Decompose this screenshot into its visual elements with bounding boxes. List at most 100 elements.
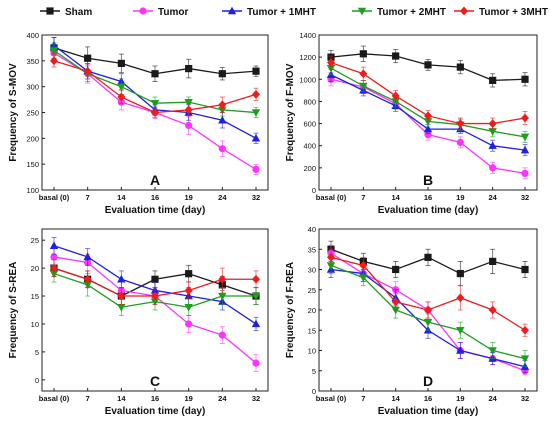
data-point [117,59,125,68]
data-point [424,61,432,69]
data-point [489,257,497,265]
data-point [424,131,432,139]
y-tick-label: 800 [303,97,316,106]
data-point [456,269,464,278]
x-tick-label: 19 [456,394,464,403]
y-tick-label: 350 [26,57,39,66]
data-point [251,133,261,142]
data-point [252,359,260,367]
panel-letter: D [423,373,433,389]
data-point [185,320,193,328]
x-tick-label: basal (0) [316,193,347,202]
y-tick-label: 1200 [299,53,316,62]
data-point [456,119,465,128]
series-tumor-2mht [326,256,530,368]
data-point [83,66,92,76]
data-point [151,108,159,117]
x-axis-label: Evaluation time (day) [105,406,206,417]
x-tick-label: 32 [521,394,529,403]
data-point [151,275,159,283]
data-point [359,50,367,58]
data-point [489,164,497,172]
y-tick-label: 15 [31,292,39,301]
y-tick-label: 20 [308,306,316,315]
data-point [521,113,529,123]
data-point [521,265,529,274]
y-tick-label: 40 [308,225,316,234]
legend-item-tumor-3mht: Tumor + 3MHT [454,6,548,18]
data-point [359,69,368,79]
data-point [456,138,464,146]
y-tick-label: 20 [31,264,39,273]
data-point [326,262,336,270]
panel-c: 0 5 10 15 20 25 basal (0) 7 14 16 19 24 32 Evaluation… [8,228,269,417]
data-point [391,297,400,307]
legend-label: Tumor + 1MHT [247,7,316,18]
data-point [424,305,432,315]
legend-marker [46,7,54,15]
x-tick-label: 14 [117,394,126,403]
y-axis-label: Frequency of S-MOV [8,63,19,162]
x-axis-label: Evaluation time (day) [378,205,479,216]
data-point [49,47,59,55]
y-tick-label: 200 [26,134,39,143]
data-point [359,274,368,282]
y-tick-label: 0 [312,387,316,396]
data-point [391,98,400,106]
panel-letter: A [150,172,160,188]
legend-item-sham: Sham [40,7,92,18]
data-point [117,274,126,283]
y-axis-label: Frequency of S-REA [8,262,19,359]
data-point [251,109,261,117]
data-point [251,292,261,301]
data-point [327,252,335,262]
legend-marker [139,7,147,15]
data-point [456,63,464,71]
data-point [424,111,432,121]
data-point [488,305,497,315]
x-tick-label: 19 [456,193,464,202]
y-tick-label: 5 [312,367,316,376]
legend-label: Tumor + 2MHT [377,7,446,18]
x-tick-label: 14 [117,193,126,202]
data-point [521,325,529,335]
data-point [150,100,160,108]
data-point [184,304,193,312]
data-point [218,274,227,284]
data-point [456,293,465,303]
data-point [185,121,193,130]
data-point [456,346,465,354]
x-tick-label: 16 [151,394,159,403]
data-point [184,286,193,295]
panel-letter: C [150,373,160,389]
data-point [488,119,497,128]
y-tick-label: 1000 [299,75,316,84]
panel-d: 0 5 10 15 20 25 30 35 40 basal (0) 7 14 16 19 24 32 Eval… [285,225,538,417]
data-point [252,274,260,284]
x-tick-label: 24 [218,394,227,403]
x-tick-label: 7 [86,394,90,403]
legend-item-tumor-1mht: Tumor + 1MHT [222,6,316,18]
data-point [423,118,433,126]
x-tick-label: 19 [184,193,192,202]
y-tick-label: 250 [26,109,39,118]
y-tick-label: 400 [26,31,39,40]
data-point [391,306,400,315]
y-tick-label: 1400 [299,31,316,40]
data-point [83,252,92,261]
y-axis-label: Frequency of F-MOV [285,63,296,161]
y-tick-label: 300 [26,83,39,92]
legend-label: Tumor [158,7,188,18]
y-tick-label: 600 [303,120,316,129]
y-tick-label: 35 [308,245,316,254]
y-tick-label: 150 [26,160,39,169]
y-tick-label: 0 [35,376,39,385]
series-tumor-3mht [50,259,260,305]
data-point [218,115,227,124]
x-axis-label: Evaluation time (day) [378,406,479,417]
data-point [218,100,227,110]
data-point [117,92,126,102]
data-point [50,253,58,261]
data-point [359,261,368,270]
